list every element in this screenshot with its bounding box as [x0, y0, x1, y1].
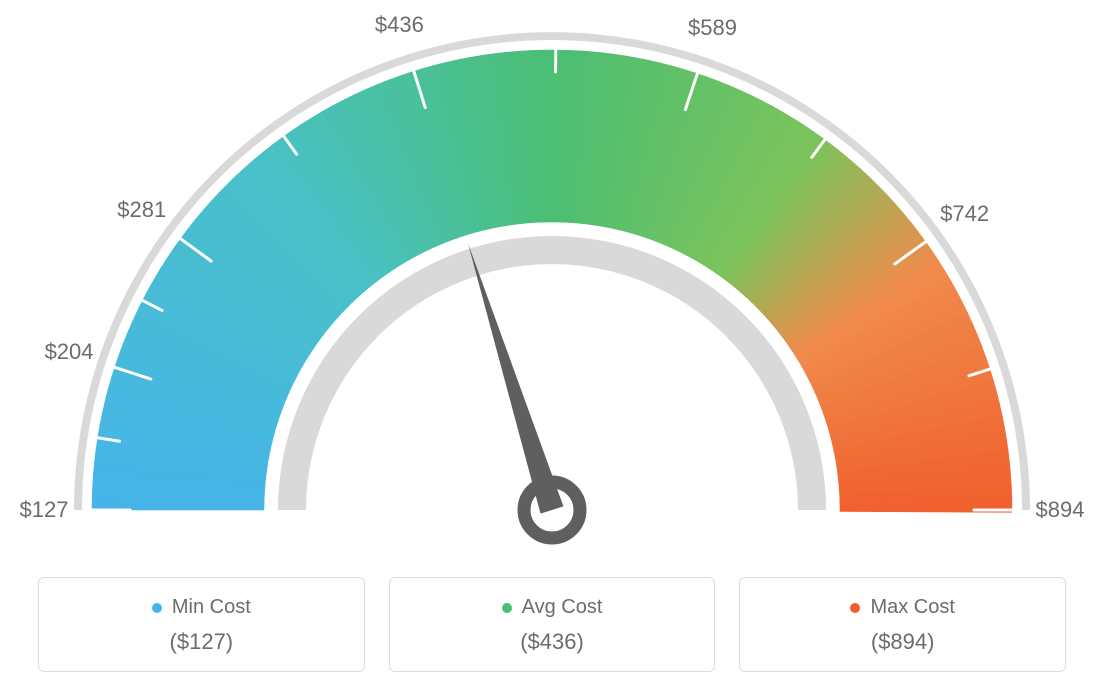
min-cost-value: ($127)	[49, 629, 354, 655]
min-cost-label: Min Cost	[172, 596, 251, 619]
avg-cost-card: Avg Cost ($436)	[389, 577, 716, 672]
cost-gauge-chart: $127 $204 $281 $436 $589 $742 $894 Min Cost ($…	[0, 0, 1104, 690]
gauge-tick-label: $742	[940, 201, 989, 227]
max-cost-value: ($894)	[750, 629, 1055, 655]
max-cost-label: Max Cost	[870, 596, 954, 619]
avg-cost-label: Avg Cost	[522, 596, 603, 619]
min-cost-dot	[152, 603, 162, 613]
gauge-svg	[0, 0, 1104, 560]
avg-cost-title: Avg Cost	[502, 596, 603, 619]
gauge-tick-label: $204	[45, 339, 94, 365]
gauge-colored-arc	[92, 50, 1012, 512]
max-cost-card: Max Cost ($894)	[739, 577, 1066, 672]
max-cost-title: Max Cost	[850, 596, 954, 619]
gauge-tick-label: $127	[20, 497, 69, 523]
min-cost-card: Min Cost ($127)	[38, 577, 365, 672]
gauge-needle	[468, 243, 564, 514]
max-cost-dot	[850, 603, 860, 613]
avg-cost-dot	[502, 603, 512, 613]
gauge-tick-label: $894	[1036, 497, 1085, 523]
avg-cost-value: ($436)	[400, 629, 705, 655]
summary-cards: Min Cost ($127) Avg Cost ($436) Max Cost…	[38, 577, 1066, 672]
gauge-tick-label: $281	[117, 197, 166, 223]
min-cost-title: Min Cost	[152, 596, 251, 619]
gauge-tick-label: $589	[688, 15, 737, 41]
gauge-tick-label: $436	[375, 12, 424, 38]
